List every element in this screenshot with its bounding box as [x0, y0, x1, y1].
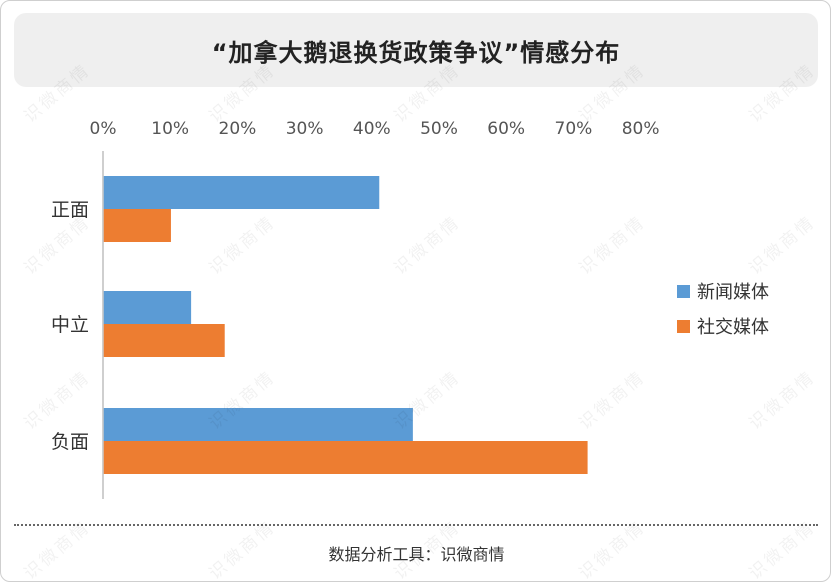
x-tick-label: 80%: [622, 119, 660, 139]
x-tick-label: 0%: [90, 119, 117, 139]
category-label: 正面: [51, 199, 89, 221]
legend-swatch: [677, 285, 690, 298]
x-tick-label: 40%: [353, 119, 391, 139]
bar-news-media: [103, 408, 413, 441]
bar-news-media: [103, 176, 380, 209]
x-tick-label: 70%: [555, 119, 593, 139]
x-tick-label: 10%: [151, 119, 189, 139]
chart-title: “加拿大鹅退换货政策争议”情感分布: [211, 38, 621, 67]
source-note: 数据分析工具：识微商情: [328, 545, 505, 564]
category-label: 负面: [51, 431, 89, 453]
category-label: 中立: [51, 314, 89, 336]
legend-label: 社交媒体: [697, 317, 769, 338]
x-tick-label: 50%: [420, 119, 458, 139]
bar-news-media: [103, 291, 192, 324]
x-tick-label: 30%: [286, 119, 324, 139]
legend-label: 新闻媒体: [697, 282, 769, 303]
legend-swatch: [677, 320, 690, 333]
bar-social-media: [103, 441, 588, 474]
footer-divider: [14, 524, 818, 526]
bar-social-media: [103, 324, 225, 357]
x-tick-label: 20%: [219, 119, 257, 139]
x-tick-label: 60%: [487, 119, 525, 139]
title-bar: “加拿大鹅退换货政策争议”情感分布: [14, 13, 818, 87]
bar-social-media: [103, 209, 171, 242]
